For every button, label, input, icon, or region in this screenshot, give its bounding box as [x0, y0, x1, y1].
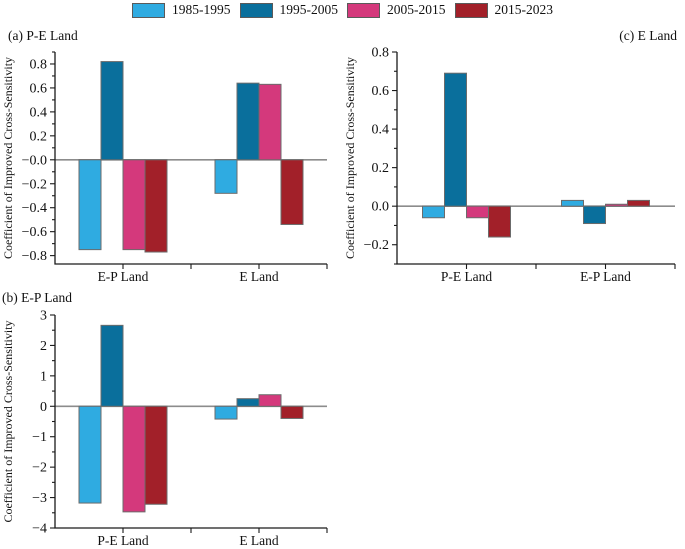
y-tick-label: −0.6: [22, 225, 47, 240]
bar-b-p-e-land-1995-2005: [100, 324, 124, 407]
y-tick-label: 0.8: [372, 46, 390, 61]
x-category-label: P-E Land: [441, 269, 493, 284]
legend-label-2005-2015: 2005-2015: [387, 2, 446, 17]
legend-label-1995-2005: 1995-2005: [279, 2, 339, 17]
legend-item-2015-2023: 2015-2023: [454, 2, 554, 18]
y-tick-label: −0.4: [22, 201, 47, 216]
y-tick-label: 0: [40, 400, 47, 415]
y-tick-label: 3: [40, 309, 47, 324]
axis-tick-labels: −0.8 −0.6 −0.4 −0.2 −0.0 0.2 0.4 0.6 0.8 E-P Land…: [22, 57, 279, 284]
chart-c-e-land: −0.2 0.0 0.2 0.4 0.6 0.8 P-E Land E-P Land Coeff…: [345, 26, 685, 288]
chart-a-p-e-land: −0.8 −0.6 −0.4 −0.2 −0.0 0.2 0.4 0.6 0.8 E-P Land…: [0, 26, 340, 288]
legend-label-2015-2023: 2015-2023: [494, 2, 554, 17]
bar-b-p-e-land-1985-1995: [78, 405, 102, 504]
y-tick-label: −0.2: [364, 238, 389, 253]
axis-ticks: [392, 51, 676, 269]
y-tick-label: 0.8: [30, 57, 48, 72]
bar-c-e-p-land-1995-2005: [583, 205, 606, 225]
bar-a-e-p-land-1985-1995: [78, 159, 102, 251]
x-category-label: E Land: [239, 533, 279, 548]
y-tick-label: 0.6: [30, 81, 48, 96]
y-tick-label: −3: [32, 491, 47, 506]
x-category-label: E-P Land: [98, 269, 149, 284]
bars: [78, 61, 304, 253]
y-tick-label: 2: [40, 339, 47, 354]
x-category-label: E Land: [239, 269, 279, 284]
y-tick-label: −4: [32, 522, 47, 537]
bar-a-e-p-land-1995-2005: [100, 61, 124, 161]
y-tick-label: −0.8: [22, 249, 47, 264]
bar-c-p-e-land-2015-2023: [488, 205, 511, 238]
y-tick-label: 0.2: [30, 129, 48, 144]
y-tick-label: 0.6: [372, 84, 390, 99]
legend-swatch-2005-2015: [347, 2, 380, 18]
axis-ticks: [50, 314, 328, 533]
bar-c-p-e-land-1995-2005: [444, 72, 467, 207]
bars: [422, 72, 650, 238]
bar-a-e-land-1985-1995: [214, 159, 238, 194]
panel-title-c: (c) E Land: [619, 28, 677, 43]
y-axis-label: Coefficient of Improved Cross-Sensitivit…: [1, 57, 15, 259]
legend-swatch-1985-1995: [132, 2, 165, 18]
bar-b-e-land-1995-2005: [236, 398, 260, 407]
panel-title-a: (a) P-E Land: [8, 28, 78, 43]
bar-b-e-land-2015-2023: [280, 405, 304, 419]
axis-tick-labels: −4 −3 −2 −1 0 1 2 3 P-E Land E Land: [32, 309, 279, 549]
bar-a-e-land-2015-2023: [280, 159, 304, 225]
chart-svg-a: −0.8 −0.6 −0.4 −0.2 −0.0 0.2 0.4 0.6 0.8 E-P Land…: [1, 51, 328, 284]
y-tick-label: 0.4: [372, 123, 390, 138]
bar-c-p-e-land-2005-2015: [466, 205, 489, 219]
bar-b-p-e-land-2005-2015: [122, 405, 146, 513]
panel-title-b: (b) E-P Land: [2, 290, 72, 305]
legend-swatch-1995-2005: [239, 2, 273, 18]
chart-b-e-p-land: −4 −3 −2 −1 0 1 2 3 P-E Land E Land Coefficient of…: [0, 288, 340, 549]
bar-a-e-p-land-2015-2023: [144, 159, 168, 253]
bar-b-p-e-land-2015-2023: [144, 405, 168, 505]
y-tick-label: 0.4: [30, 105, 48, 120]
y-tick-label: −2: [32, 461, 47, 476]
legend-swatch-2015-2023: [454, 2, 488, 18]
y-tick-label: −0.0: [22, 153, 47, 168]
legend-label-1985-1995: 1985-1995: [172, 2, 231, 17]
bar-a-e-p-land-2005-2015: [122, 159, 146, 251]
axis-tick-labels: −0.2 0.0 0.2 0.4 0.6 0.8 P-E Land E-P Land: [364, 46, 632, 285]
legend: 1985-1995 1995-2005 2005-2015 2015-2023: [0, 2, 685, 18]
legend-item-1995-2005: 1995-2005: [239, 2, 339, 18]
x-category-label: E-P Land: [580, 269, 631, 284]
y-tick-label: 0.0: [372, 200, 390, 215]
chart-svg-c: −0.2 0.0 0.2 0.4 0.6 0.8 P-E Land E-P Land Coeff…: [345, 46, 676, 285]
bar-c-e-p-land-2015-2023: [627, 199, 650, 207]
bars: [78, 324, 304, 513]
legend-item-2005-2015: 2005-2015: [347, 2, 446, 18]
legend-item-1985-1995: 1985-1995: [132, 2, 231, 18]
axis-ticks: [50, 51, 328, 269]
y-axis-label: Coefficient of Improved Cross-Sensitivit…: [345, 57, 357, 259]
y-axis-label: Coefficient of Improved Cross-Sensitivit…: [1, 320, 15, 522]
chart-svg-b: −4 −3 −2 −1 0 1 2 3 P-E Land E Land Coefficient of…: [1, 309, 328, 549]
axis-lines: [54, 52, 327, 265]
bar-a-e-land-2005-2015: [258, 83, 282, 161]
y-tick-label: 1: [40, 369, 47, 384]
bar-c-p-e-land-1985-1995: [422, 205, 445, 219]
bar-b-e-land-2005-2015: [258, 394, 282, 407]
y-tick-label: −0.2: [22, 177, 47, 192]
bar-a-e-land-1995-2005: [236, 82, 260, 161]
bar-c-e-p-land-2005-2015: [605, 203, 628, 207]
y-tick-label: −1: [32, 430, 47, 445]
bar-b-e-land-1985-1995: [214, 405, 238, 420]
bar-c-e-p-land-1985-1995: [561, 199, 584, 207]
axis-lines: [396, 52, 675, 265]
x-category-label: P-E Land: [97, 533, 149, 548]
y-tick-label: 0.2: [372, 161, 390, 176]
